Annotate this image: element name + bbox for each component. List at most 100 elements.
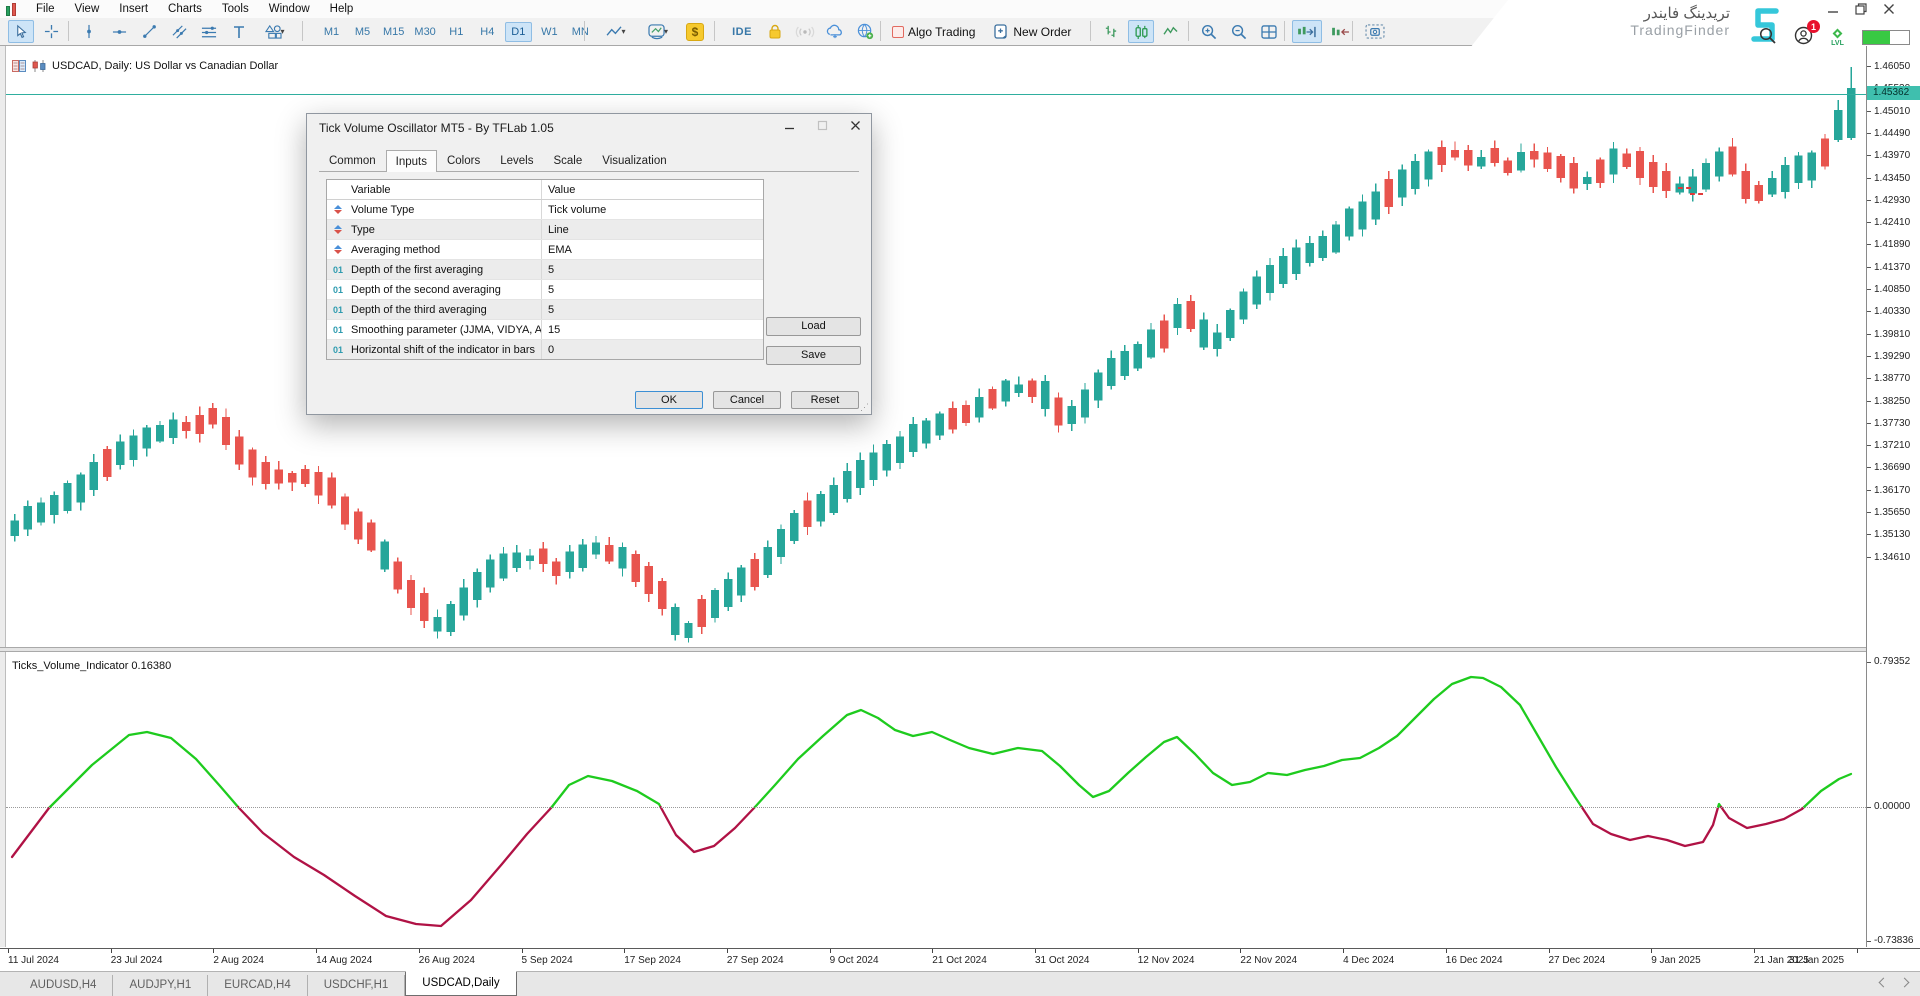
bar-chart-mode-button[interactable] [1098,20,1124,43]
search-icon[interactable] [1759,27,1776,47]
new-order-button[interactable]: New Order [993,24,1071,40]
horizontal-line-tool-button[interactable] [106,20,132,43]
menu-insert[interactable]: Insert [109,2,158,16]
param-value[interactable]: Line [541,220,763,239]
param-row-7[interactable]: 01Horizontal shift of the indicator in b… [327,340,763,360]
chart-type-dropdown-button[interactable]: ▾ [598,20,634,43]
tab-scroll-right-icon[interactable] [1900,978,1910,988]
vertical-line-tool-button[interactable] [76,20,102,43]
date-axis[interactable]: 11 Jul 202423 Jul 20242 Aug 202414 Aug 2… [0,948,1920,971]
param-row-4[interactable]: 01Depth of the second averaging5 [327,280,763,300]
window-restore-button[interactable] [1855,3,1867,15]
param-name: Depth of the second averaging [349,284,541,296]
window-close-button[interactable] [1883,3,1895,15]
equidistant-lines-tool-button[interactable] [196,20,222,43]
param-row-2[interactable]: Averaging methodEMA [327,240,763,260]
timeframe-W1-button[interactable]: W1 [536,22,563,42]
chart-tab-USDCAD,Daily[interactable]: USDCAD,Daily [405,971,516,996]
zoom-out-button[interactable] [1226,20,1252,43]
chart-plot-area[interactable] [0,46,1866,947]
save-button[interactable]: Save [766,346,861,365]
timeframe-H1-button[interactable]: H1 [443,22,470,42]
price-axis-label: 1.36690 [1874,462,1910,473]
shapes-tool-button[interactable]: ▾ [256,20,294,43]
param-value[interactable]: 5 [541,260,763,279]
reset-button[interactable]: Reset [791,391,859,409]
load-button[interactable]: Load [766,317,861,336]
market-bag-button[interactable] [762,20,788,43]
level-icon[interactable]: LVL [1831,27,1844,47]
profile-button[interactable]: 1 [1794,26,1813,48]
timeframe-D1-button[interactable]: D1 [505,22,532,42]
shift-end-button[interactable] [1292,20,1322,43]
timeframe-M15-button[interactable]: M15 [380,22,407,42]
param-row-6[interactable]: 01Smoothing parameter (JJMA, VIDYA, A...… [327,320,763,340]
dialog-tab-levels[interactable]: Levels [490,150,543,171]
dialog-title: Tick Volume Oscillator MT5 - By TFLab 1.… [319,121,554,135]
chart-tab-USDCHF,H1[interactable]: USDCHF,H1 [308,975,406,996]
chart-tab-AUDJPY,H1[interactable]: AUDJPY,H1 [113,975,208,996]
tile-windows-button[interactable] [1256,20,1282,43]
menu-charts[interactable]: Charts [158,2,212,16]
param-value[interactable]: EMA [541,240,763,259]
panel-splitter-grip[interactable] [0,46,6,947]
timeframe-H4-button[interactable]: H4 [474,22,501,42]
dialog-resize-grip[interactable]: ⋰ [860,402,869,413]
dialog-maximize-button[interactable] [817,120,828,134]
dialog-minimize-button[interactable] [784,120,795,134]
date-axis-label: 26 Aug 2024 [419,955,475,966]
param-row-0[interactable]: Volume TypeTick volume [327,200,763,220]
price-axis[interactable]: 1.460501.455301.450101.444901.439701.434… [1866,46,1920,947]
indicators-dropdown-button[interactable]: ▾ [638,20,678,43]
menu-tools[interactable]: Tools [212,2,259,16]
community-button[interactable] [852,20,878,43]
dialog-tab-scale[interactable]: Scale [543,150,592,171]
menu-file[interactable]: File [26,2,65,16]
dialog-tab-common[interactable]: Common [319,150,386,171]
channel-tool-button[interactable] [166,20,192,43]
dialog-close-button[interactable] [850,120,861,134]
param-row-5[interactable]: 01Depth of the third averaging5 [327,300,763,320]
param-row-1[interactable]: TypeLine [327,220,763,240]
dialog-tab-visualization[interactable]: Visualization [592,150,676,171]
cloud-button[interactable] [822,20,848,43]
trendline-tool-button[interactable] [136,20,162,43]
cancel-button[interactable]: Cancel [713,391,781,409]
timeframe-M5-button[interactable]: M5 [349,22,376,42]
menu-window[interactable]: Window [259,2,320,16]
menu-view[interactable]: View [65,2,110,16]
window-splitter[interactable] [0,647,1920,652]
price-tick-mark [1867,178,1871,179]
candlestick-mode-button[interactable] [1128,20,1154,43]
text-tool-button[interactable] [226,20,252,43]
param-value[interactable]: 15 [541,320,763,339]
timeframe-MN-button[interactable]: MN [567,22,594,42]
market-button[interactable]: $ [682,20,708,43]
ok-button[interactable]: OK [635,391,703,409]
dialog-tab-colors[interactable]: Colors [437,150,490,171]
zoom-in-button[interactable] [1196,20,1222,43]
dialog-tab-inputs[interactable]: Inputs [386,150,437,172]
param-row-3[interactable]: 01Depth of the first averaging5 [327,260,763,280]
cursor-tool-button[interactable] [8,20,34,43]
window-minimize-button[interactable] [1827,3,1839,15]
date-axis-label: 31 Jan 2025 [1789,955,1844,966]
tab-scroll-left-icon[interactable] [1879,978,1889,988]
date-tick-mark [1857,949,1858,953]
date-axis-label: 5 Sep 2024 [522,955,573,966]
param-value[interactable]: 5 [541,280,763,299]
timeframe-M1-button[interactable]: M1 [318,22,345,42]
menu-help[interactable]: Help [320,2,364,16]
param-value[interactable]: 0 [541,340,763,359]
chart-tab-EURCAD,H4[interactable]: EURCAD,H4 [208,975,307,996]
crosshair-tool-button[interactable] [38,20,64,43]
param-value[interactable]: Tick volume [541,200,763,219]
screenshot-button[interactable] [1360,20,1390,43]
chart-tab-AUDUSD,H4[interactable]: AUDUSD,H4 [14,975,113,996]
signal-icon-button[interactable] [792,20,818,43]
line-chart-mode-button[interactable] [1158,20,1184,43]
ide-button[interactable]: IDE [726,20,758,43]
algo-trading-button[interactable]: Algo Trading [892,25,975,39]
param-value[interactable]: 5 [541,300,763,319]
timeframe-M30-button[interactable]: M30 [411,22,438,42]
